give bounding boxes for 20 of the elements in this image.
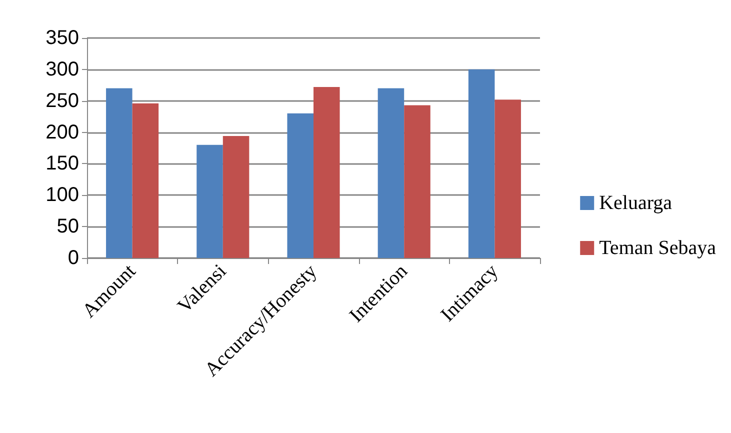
bar bbox=[132, 103, 159, 258]
legend-label: Teman Sebaya bbox=[599, 237, 716, 259]
bar bbox=[404, 105, 430, 258]
bar bbox=[378, 88, 404, 258]
y-tick-label: 0 bbox=[68, 247, 79, 269]
y-tick-label: 200 bbox=[46, 121, 79, 144]
y-tick-label: 350 bbox=[46, 27, 79, 49]
bar bbox=[106, 88, 132, 258]
y-tick-label: 100 bbox=[46, 184, 79, 206]
bar bbox=[222, 136, 250, 258]
y-tick-label: 300 bbox=[46, 58, 79, 80]
bar bbox=[468, 69, 495, 258]
bar bbox=[314, 87, 340, 258]
legend-label: Keluarga bbox=[599, 192, 672, 214]
bar bbox=[287, 113, 314, 258]
bar bbox=[494, 100, 521, 258]
y-tick-label: 250 bbox=[46, 90, 79, 112]
bar bbox=[196, 144, 223, 258]
y-tick-label: 150 bbox=[46, 152, 79, 175]
y-tick-label: 50 bbox=[56, 216, 79, 238]
